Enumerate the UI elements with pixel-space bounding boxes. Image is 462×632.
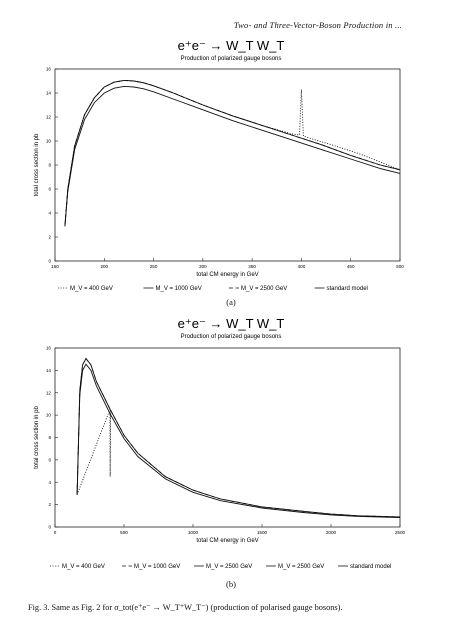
legend-entry: M_V = 1000 GeV	[134, 564, 180, 570]
legend-entry: M_V = 2500 GeV	[241, 286, 287, 292]
series-line	[64, 79, 401, 227]
x-axis-label: total CM energy in GeV	[196, 272, 258, 278]
y-tick-label: 16	[46, 67, 52, 72]
y-tick-label: 2	[48, 235, 51, 240]
y-tick-label: 10	[46, 139, 52, 144]
legend-entry: M_V = 2500 GeV	[278, 564, 324, 570]
y-tick-label: 0	[48, 525, 51, 530]
x-tick-label: 450	[347, 264, 355, 269]
y-tick-label: 0	[48, 259, 51, 264]
y-tick-label: 12	[46, 390, 52, 395]
chart-b: e⁺e⁻ → W_T W_T Production of polarized ga…	[34, 316, 406, 570]
x-tick-label: 1000	[188, 530, 199, 535]
running-title: Two- and Three-Vector-Boson Production i…	[233, 20, 402, 30]
series-line	[64, 79, 401, 227]
y-tick-label: 8	[48, 435, 51, 440]
legend-entry: M_V = 400 GeV	[62, 564, 105, 570]
x-tick-label: 2000	[326, 530, 337, 535]
x-tick-label: 2500	[395, 530, 406, 535]
y-tick-label: 6	[48, 457, 51, 462]
x-tick-label: 250	[150, 264, 158, 269]
legend-entry: standard model	[350, 564, 391, 570]
y-tick-label: 6	[48, 187, 51, 192]
legend-entry: M_V = 2500 GeV	[206, 564, 252, 570]
y-tick-label: 12	[46, 115, 52, 120]
y-tick-label: 14	[46, 368, 52, 373]
y-axis-label: total cross section in pb	[34, 133, 40, 196]
process-label: e⁺e⁻ → W_T W_T	[178, 316, 285, 331]
series-line	[76, 357, 401, 518]
legend-entry: standard model	[327, 286, 368, 292]
y-tick-label: 14	[46, 91, 52, 96]
y-tick-label: 10	[46, 413, 52, 418]
x-tick-label: 500	[396, 264, 404, 269]
process-label: e⁺e⁻ → W_T W_T	[178, 38, 285, 53]
panel-label-a: (a)	[226, 297, 236, 307]
legend-entry: M_V = 1000 GeV	[156, 286, 202, 292]
y-tick-label: 16	[46, 346, 52, 351]
series-line	[64, 85, 401, 227]
y-tick-label: 4	[48, 211, 51, 216]
plot-frame	[54, 68, 401, 262]
y-tick-label: 4	[48, 480, 51, 485]
y-axis-label: total cross section in pb	[34, 405, 40, 468]
x-tick-label: 500	[120, 530, 128, 535]
x-tick-label: 400	[298, 264, 306, 269]
figure-caption: Fig. 3. Same as Fig. 2 for σ_tot(e⁺e⁻ → …	[28, 603, 343, 612]
x-tick-label: 300	[199, 264, 207, 269]
series-line	[76, 363, 401, 518]
panel-label-b: (b)	[226, 579, 236, 589]
chart-title: Production of polarized gauge bosons	[181, 334, 282, 340]
series-line	[64, 79, 401, 227]
chart-title: Production of polarized gauge bosons	[181, 56, 282, 62]
x-tick-label: 0	[54, 530, 57, 535]
x-tick-label: 150	[51, 264, 59, 269]
y-tick-label: 8	[48, 163, 51, 168]
x-tick-label: 1500	[257, 530, 268, 535]
series-line	[76, 409, 111, 495]
x-tick-label: 200	[100, 264, 108, 269]
chart-a: e⁺e⁻ → W_T W_T Production of polarized ga…	[34, 38, 404, 292]
x-axis-label: total CM energy in GeV	[196, 538, 258, 544]
legend-entry: M_V = 400 GeV	[70, 286, 113, 292]
y-tick-label: 2	[48, 502, 51, 507]
x-tick-label: 350	[248, 264, 256, 269]
